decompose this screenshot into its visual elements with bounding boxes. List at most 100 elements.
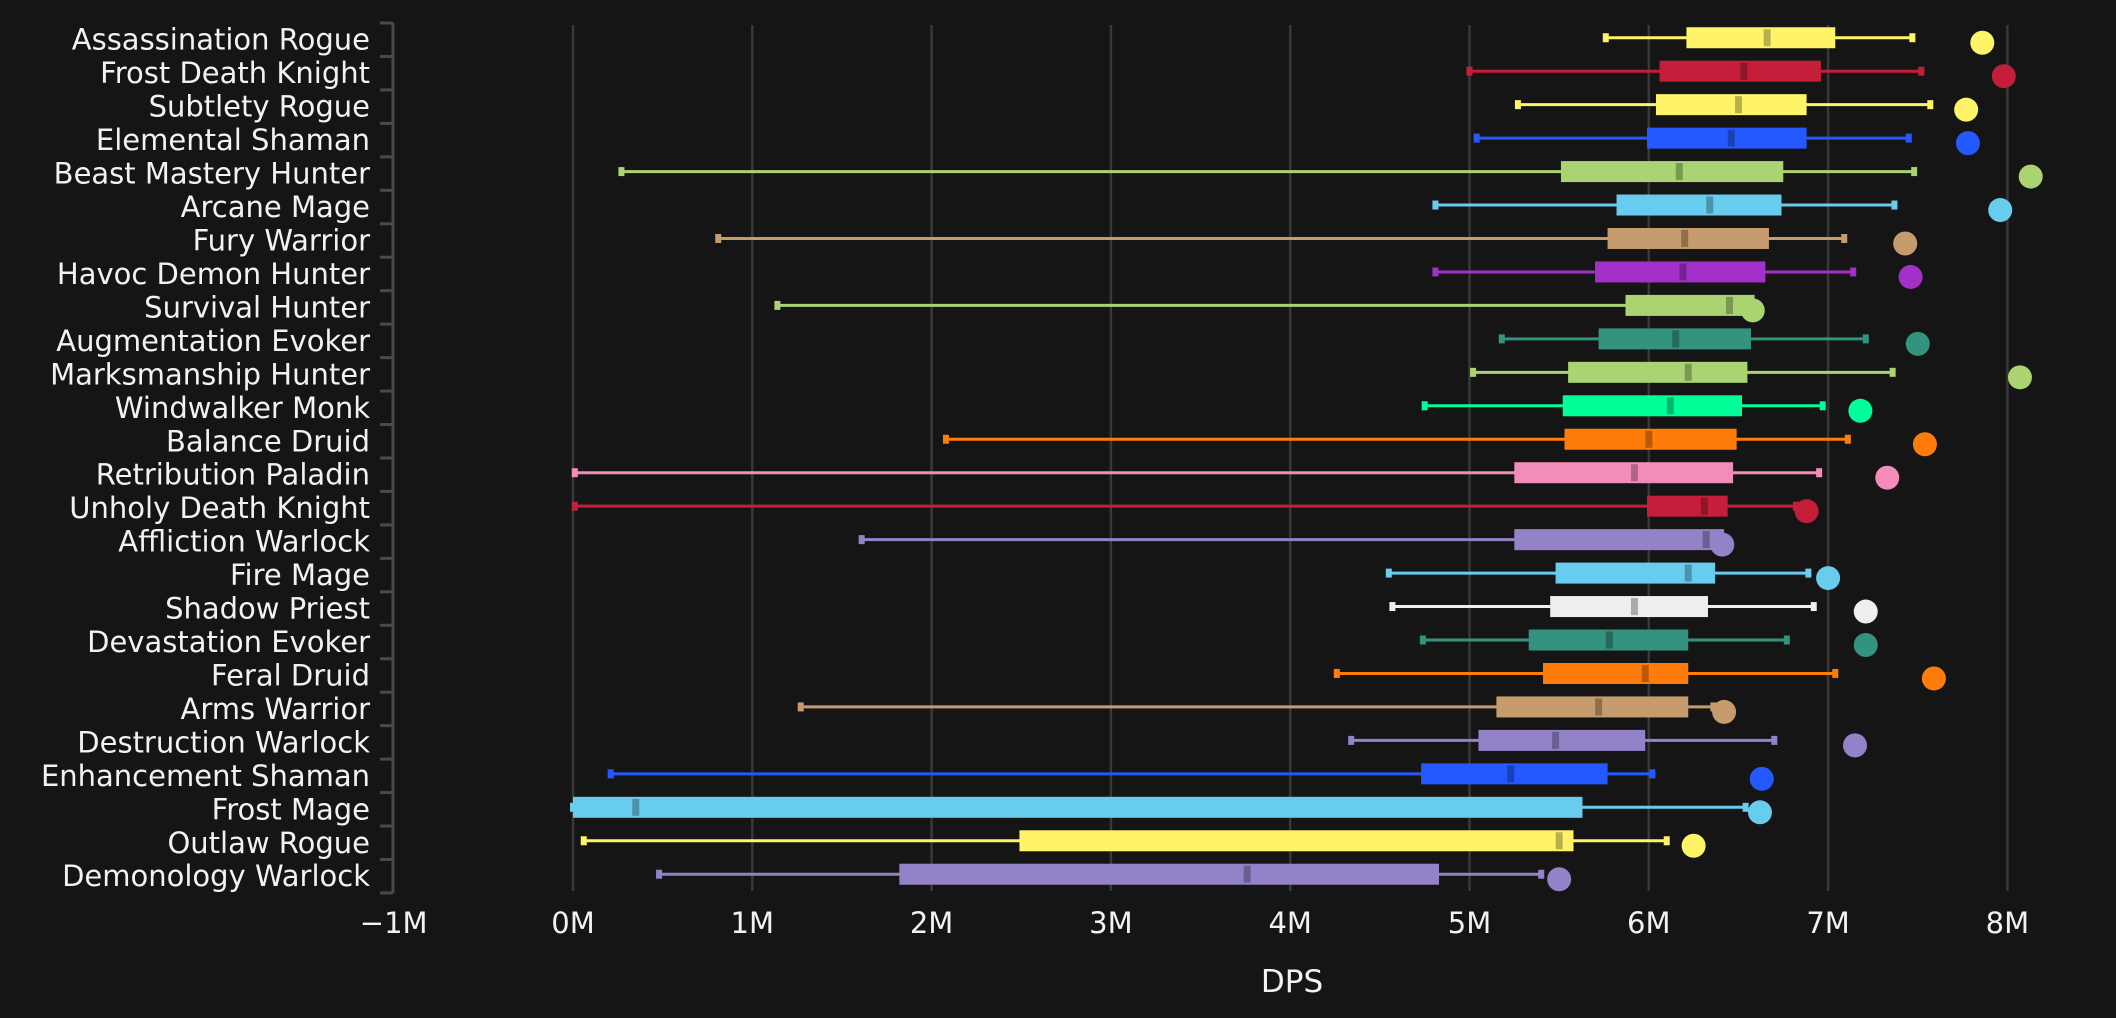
median-mark: [1679, 263, 1687, 281]
whisker-cap-low: [942, 434, 949, 444]
category-label: Survival Hunter: [144, 290, 370, 324]
max-point: [1710, 532, 1735, 557]
x-tick-label: 1M: [731, 906, 774, 940]
median-mark: [1681, 229, 1689, 247]
box-group: [1432, 194, 2013, 223]
box-group: [1348, 729, 1867, 758]
median-mark: [1763, 29, 1771, 47]
x-tick-label: 2M: [910, 906, 953, 940]
box-group: [942, 428, 1937, 457]
category-label: Balance Druid: [166, 424, 370, 458]
box-group: [571, 462, 1900, 490]
whisker-cap-high: [1927, 100, 1934, 110]
box-group: [1602, 27, 1995, 55]
category-label: Marksmanship Hunter: [50, 357, 370, 391]
category-label: Assassination Rogue: [72, 23, 370, 57]
whisker-cap-high: [1832, 668, 1839, 678]
whisker-cap-low: [858, 535, 865, 545]
iqr-box: [1478, 729, 1646, 751]
whisker-cap-low: [580, 836, 587, 846]
median-mark: [1684, 363, 1692, 381]
box-group: [656, 863, 1572, 892]
whisker-cap-low: [571, 468, 578, 478]
max-point: [1853, 633, 1878, 658]
whisker-cap-high: [1905, 133, 1912, 143]
box-group: [618, 161, 2043, 189]
whisker-cap-high: [1844, 434, 1851, 444]
max-point: [1794, 499, 1819, 524]
box-group: [774, 294, 1765, 323]
whisker-cap-low: [715, 233, 722, 243]
median-mark: [1630, 598, 1638, 616]
max-point: [1970, 30, 1995, 55]
category-label: Affliction Warlock: [118, 525, 370, 559]
iqr-box: [1514, 529, 1725, 551]
iqr-box: [1568, 361, 1748, 383]
whisker-cap-high: [1889, 367, 1896, 377]
whisker-cap-low: [774, 300, 781, 310]
category-label: Retribution Paladin: [96, 458, 370, 492]
box-group: [570, 796, 1772, 825]
max-point: [1912, 432, 1937, 457]
box-group: [1470, 361, 2032, 390]
category-label: Devastation Evoker: [87, 625, 370, 659]
category-label: Subtlety Rogue: [149, 90, 370, 124]
whisker-cap-low: [1385, 568, 1392, 578]
box-group: [1473, 127, 1980, 156]
whisker-cap-low: [1432, 267, 1439, 277]
max-point: [1547, 867, 1572, 892]
whisker-cap-high: [1742, 802, 1749, 812]
median-mark: [1555, 832, 1563, 850]
category-label: Destruction Warlock: [77, 725, 370, 759]
box-series: [570, 27, 2043, 892]
median-mark: [1706, 196, 1714, 214]
iqr-box: [1421, 763, 1608, 785]
category-label: Arcane Mage: [181, 190, 370, 224]
median-mark: [1675, 163, 1683, 181]
max-point: [1905, 331, 1930, 356]
whisker-cap-low: [1514, 100, 1521, 110]
category-label: Shadow Priest: [165, 592, 370, 626]
iqr-box: [1514, 462, 1734, 484]
whisker-cap-high: [1850, 267, 1857, 277]
whisker-cap-low: [1421, 401, 1428, 411]
grid-lines: [571, 25, 2009, 891]
iqr-box: [1616, 194, 1782, 216]
max-point: [1853, 599, 1878, 624]
whisker-cap-low: [1348, 735, 1355, 745]
whisker-cap-low: [618, 167, 625, 177]
box-group: [1389, 596, 1878, 624]
whisker-cap-low: [571, 501, 578, 511]
x-tick-label: 8M: [1986, 906, 2029, 940]
whisker-cap-high: [1909, 33, 1916, 43]
iqr-box: [1625, 294, 1755, 316]
iqr-box: [1686, 27, 1836, 49]
whisker-cap-low: [656, 869, 663, 879]
median-mark: [1700, 497, 1708, 515]
median-mark: [1630, 464, 1638, 482]
box-group: [580, 830, 1706, 858]
category-label: Feral Druid: [211, 658, 370, 692]
whisker-cap-high: [1810, 602, 1817, 612]
max-point: [1848, 398, 1873, 423]
x-axis: −1M 0M 1M 2M 3M 4M 5M 6M 7M 8M: [360, 906, 2029, 940]
max-point: [1991, 64, 2016, 89]
whisker-cap-high: [1918, 66, 1925, 76]
max-point: [1816, 566, 1841, 591]
median-mark: [1552, 731, 1560, 749]
category-label: Augmentation Evoker: [56, 324, 370, 358]
median-mark: [1727, 129, 1735, 147]
x-tick-label: 7M: [1806, 906, 1849, 940]
category-label: Enhancement Shaman: [41, 759, 370, 793]
box-group: [1333, 662, 1946, 691]
x-axis-title: DPS: [1261, 964, 1323, 1000]
median-mark: [1666, 397, 1674, 415]
median-mark: [1243, 865, 1251, 883]
category-label: Outlaw Rogue: [167, 826, 370, 860]
x-tick-label: 6M: [1627, 906, 1670, 940]
iqr-box: [899, 863, 1440, 885]
max-point: [1921, 666, 1946, 691]
median-mark: [1725, 296, 1733, 314]
